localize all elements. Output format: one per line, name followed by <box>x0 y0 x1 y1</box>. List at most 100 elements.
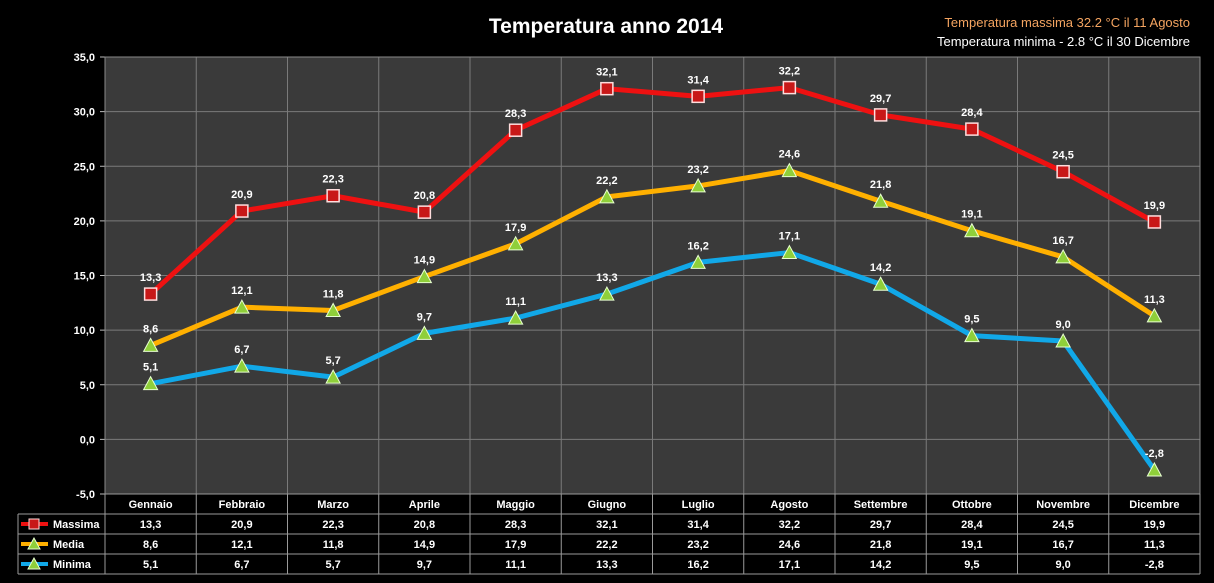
data-label-minima: 9,5 <box>964 314 979 326</box>
table-cell: 8,6 <box>143 539 158 551</box>
data-point-minima <box>416 325 433 340</box>
data-point-minima <box>872 276 889 291</box>
series-line-minima <box>150 250 1157 472</box>
data-label-massima: 32,1 <box>596 67 617 79</box>
data-point-media <box>690 177 706 193</box>
table-cell: 14,9 <box>414 539 435 551</box>
data-label-minima: 13,3 <box>596 272 617 284</box>
table-cell: 28,3 <box>505 519 526 531</box>
y-tick-label: 15,0 <box>74 271 95 283</box>
data-point-massima <box>417 205 432 219</box>
category-label: Maggio <box>496 499 535 511</box>
table-cell: 5,1 <box>143 559 158 571</box>
data-label-media: 19,1 <box>961 209 982 221</box>
table-cell: 17,1 <box>779 559 800 571</box>
data-point-minima <box>1146 461 1163 477</box>
data-point-massima <box>508 123 523 137</box>
y-tick-label: 35,0 <box>74 52 95 64</box>
table-cell: 24,5 <box>1052 519 1073 531</box>
data-point-minima <box>507 310 524 325</box>
data-label-massima: 28,4 <box>961 107 983 119</box>
data-point-massima <box>965 122 979 136</box>
data-point-media <box>872 193 889 208</box>
data-point-massima <box>600 81 614 96</box>
y-tick-label: 5,0 <box>80 380 95 392</box>
y-tick-label: 30,0 <box>74 107 95 119</box>
data-point-media <box>1055 248 1071 264</box>
data-point-media <box>964 222 980 238</box>
data-label-minima: 9,0 <box>1055 319 1070 331</box>
data-label-media: 24,6 <box>779 149 800 161</box>
data-point-media <box>599 188 615 204</box>
data-point-massima <box>782 80 797 95</box>
table-cell: 22,3 <box>322 519 343 531</box>
data-label-massima: 13,3 <box>140 272 161 284</box>
data-point-minima <box>234 358 250 373</box>
data-point-minima <box>964 327 980 343</box>
data-point-massima <box>1056 164 1070 179</box>
table-cell: 14,2 <box>870 559 891 571</box>
data-label-media: 11,8 <box>323 288 344 300</box>
data-point-massima <box>326 188 340 203</box>
data-label-minima: 14,2 <box>870 262 891 274</box>
table-cell: 28,4 <box>961 519 983 531</box>
category-label: Ottobre <box>952 499 992 511</box>
data-point-media <box>1146 307 1163 323</box>
y-tick-label: 10,0 <box>74 325 95 337</box>
data-label-media: 12,1 <box>231 285 252 297</box>
data-label-massima: 20,9 <box>231 189 252 201</box>
table-cell: 5,7 <box>325 559 340 571</box>
data-point-media <box>416 268 433 284</box>
data-label-minima: 5,1 <box>143 362 158 374</box>
category-label: Marzo <box>317 499 349 511</box>
table-cell: 9,0 <box>1055 559 1070 571</box>
legend-key-marker <box>28 518 40 530</box>
table-cell: 19,9 <box>1144 519 1165 531</box>
legend-label: Massima <box>53 519 100 531</box>
data-label-massima: 20,8 <box>414 190 435 202</box>
category-label: Settembre <box>854 499 908 511</box>
series-line-media <box>149 168 1156 348</box>
category-label: Aprile <box>409 499 440 511</box>
data-point-massima <box>691 89 705 104</box>
data-label-massima: 31,4 <box>687 74 709 86</box>
data-point-media <box>142 337 159 352</box>
data-point-massima <box>873 108 888 122</box>
data-point-media <box>781 162 798 178</box>
table-cell: 19,1 <box>961 539 982 551</box>
data-point-minima <box>690 254 706 269</box>
data-label-media: 23,2 <box>687 164 708 176</box>
table-cell: 9,5 <box>964 559 979 571</box>
data-point-minima <box>1055 332 1071 348</box>
table-cell: 13,3 <box>140 519 161 531</box>
table-cell: 6,7 <box>234 559 249 571</box>
table-cell: 11,8 <box>323 539 344 551</box>
data-label-massima: 32,2 <box>779 66 800 78</box>
table-cell: 29,7 <box>870 519 891 531</box>
data-label-massima: 22,3 <box>322 174 343 186</box>
data-label-media: 16,7 <box>1052 235 1073 247</box>
series-line-massima <box>148 85 1156 296</box>
data-point-media <box>234 299 250 314</box>
data-point-minima <box>781 244 798 260</box>
y-tick-label: -5,0 <box>76 489 95 501</box>
table-cell: 24,6 <box>779 539 800 551</box>
table-cell: 11,3 <box>1144 539 1165 551</box>
data-label-massima: 24,5 <box>1052 150 1073 162</box>
table-cell: 20,9 <box>231 519 252 531</box>
data-label-minima: 16,2 <box>687 240 708 252</box>
data-label-media: 11,3 <box>1144 294 1165 306</box>
table-cell: 11,1 <box>505 559 526 571</box>
y-tick-label: 25,0 <box>74 161 95 173</box>
legend-label: Media <box>53 539 85 551</box>
max-temperature-note: Temperatura massima 32.2 °C il 11 Agosto <box>944 15 1190 30</box>
table-cell: 16,2 <box>687 559 708 571</box>
data-label-massima: 28,3 <box>505 108 526 120</box>
data-label-media: 8,6 <box>143 323 158 335</box>
data-point-massima <box>143 287 158 301</box>
category-label: Agosto <box>770 499 808 511</box>
legend-label: Minima <box>53 559 92 571</box>
legend-key-marker <box>27 556 41 570</box>
data-point-massima <box>235 204 249 218</box>
